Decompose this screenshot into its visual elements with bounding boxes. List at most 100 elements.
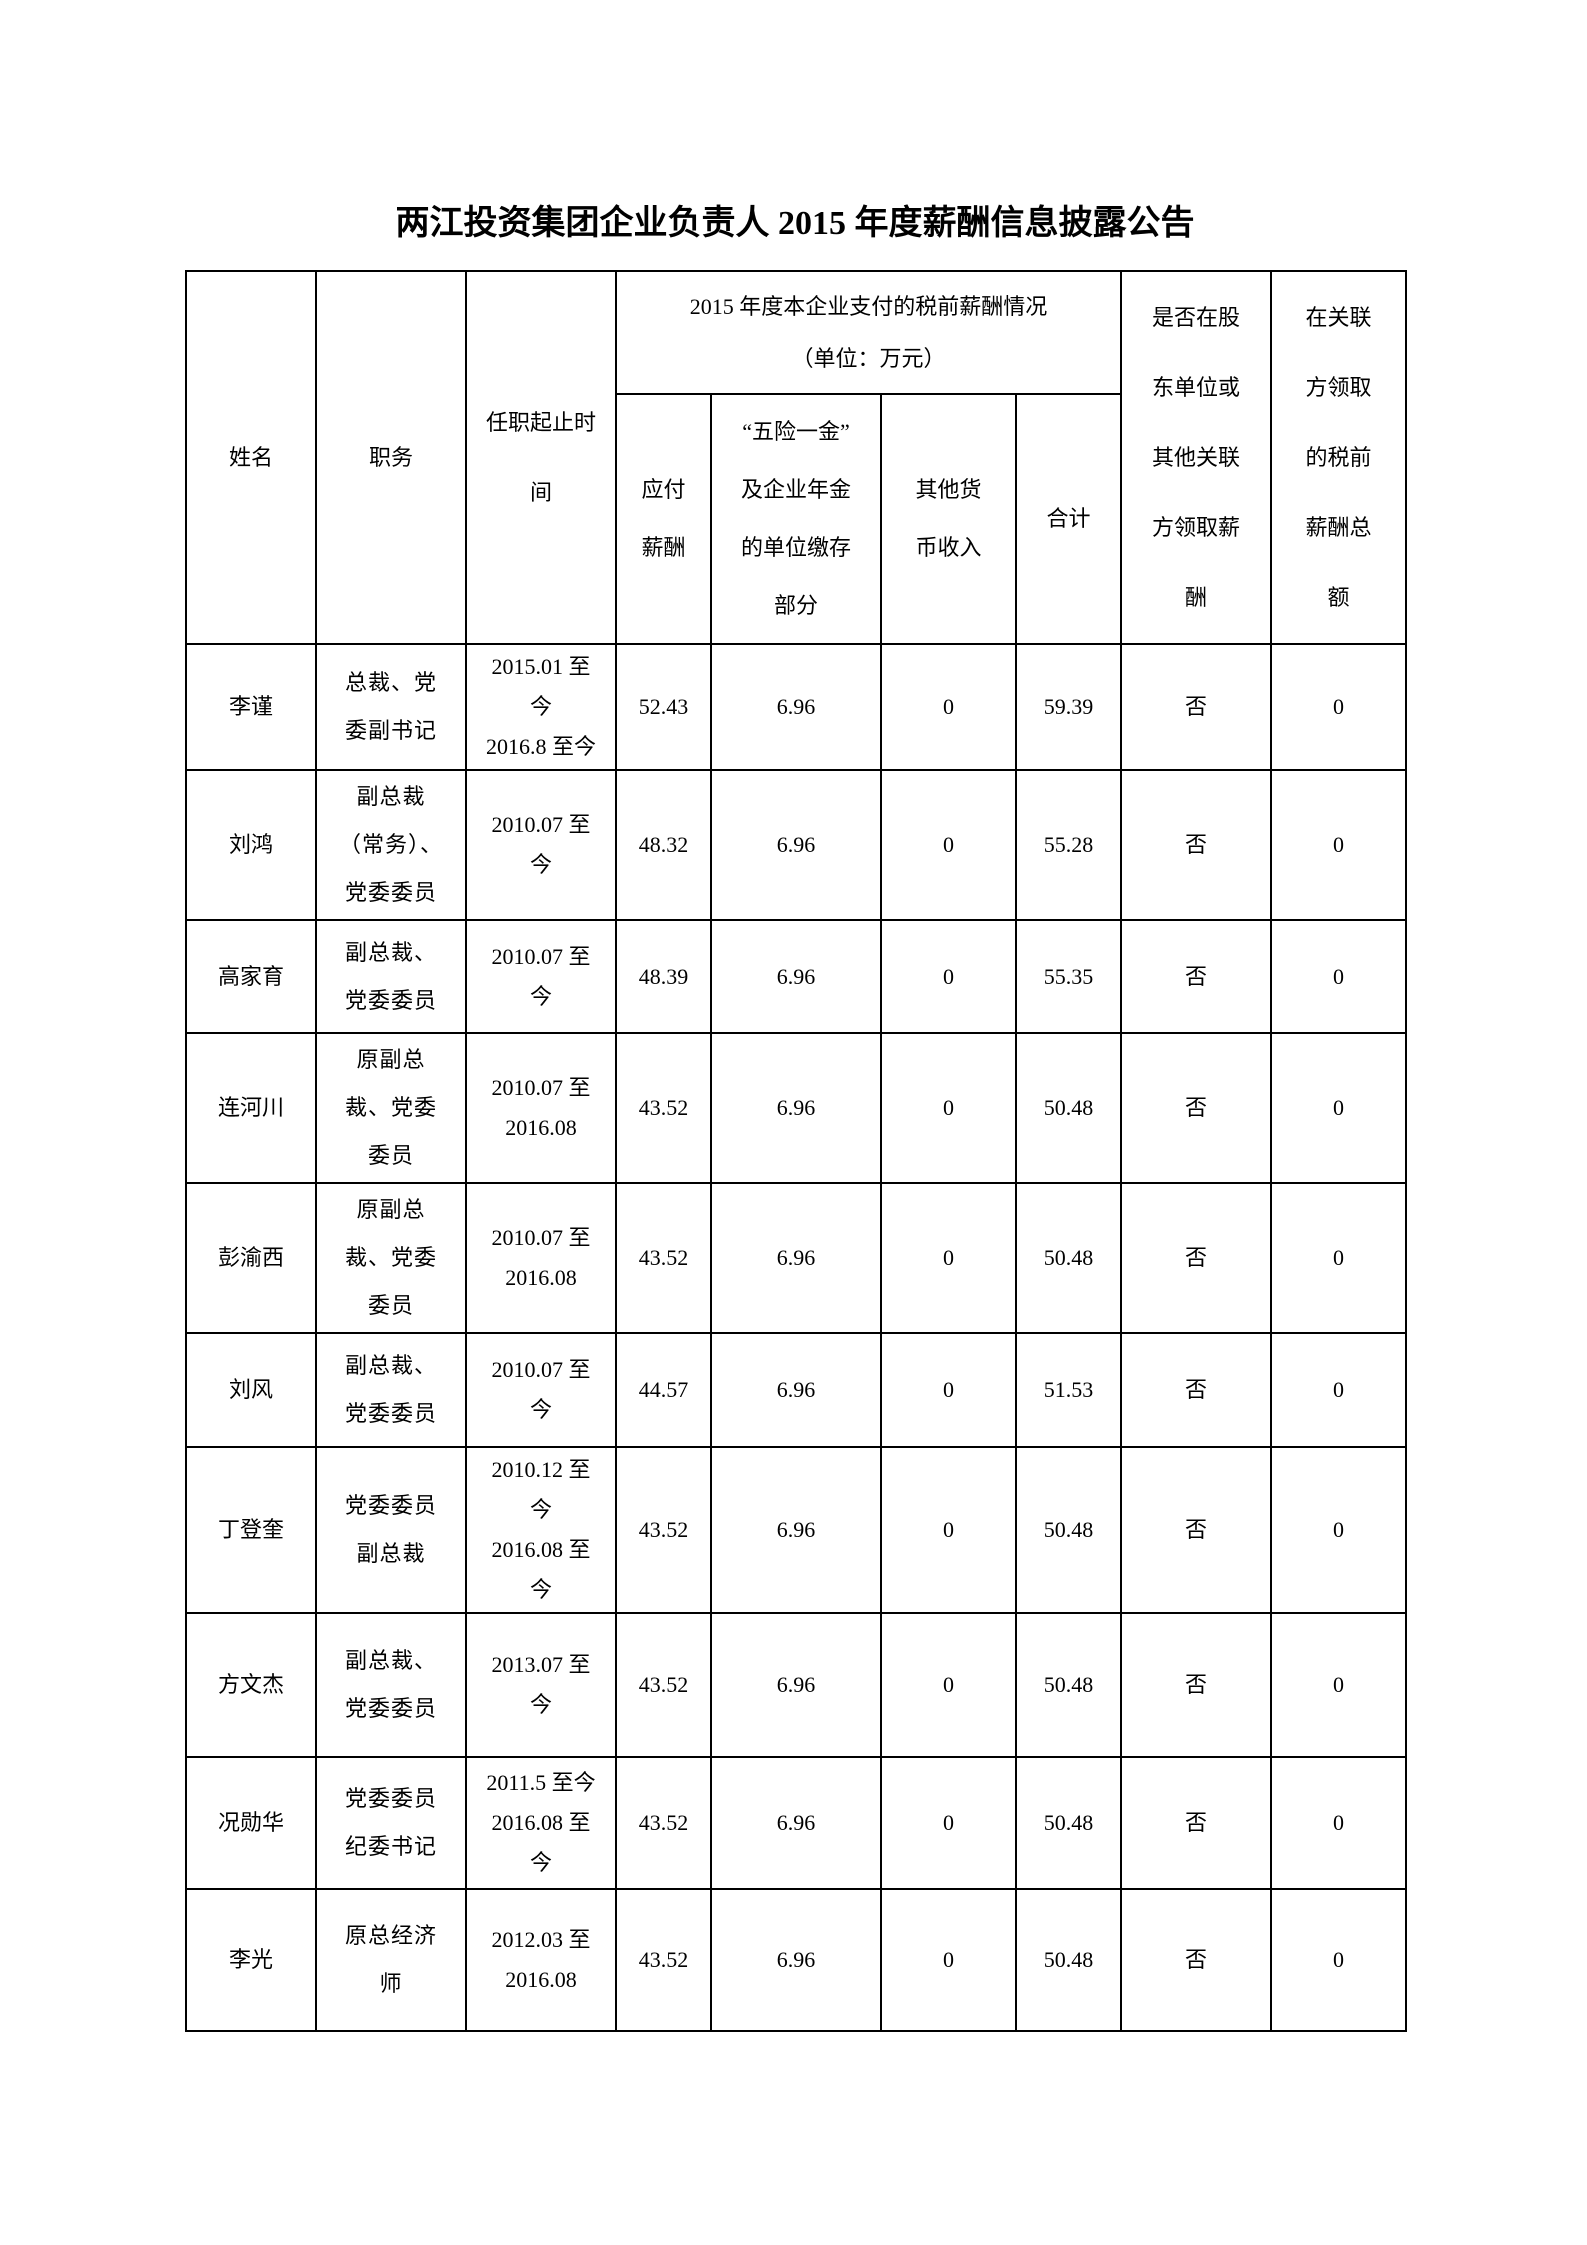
cell-other-income: 0 xyxy=(880,1446,1017,1614)
cell-term: 2010.07 至 今 xyxy=(465,1332,617,1448)
table-row: 刘鸿 副总裁 （常务）、 党委委员 2010.07 至 今 48.32 6.96… xyxy=(185,769,1408,921)
cell-related-amount: 0 xyxy=(1270,1332,1408,1448)
cell-payable: 43.52 xyxy=(615,1182,712,1334)
cell-related-amount: 0 xyxy=(1270,769,1408,921)
cell-position: 原副总 裁、党委 委员 xyxy=(315,1182,467,1334)
cell-total: 50.48 xyxy=(1014,1888,1123,2032)
cell-position: 副总裁、 党委委员 xyxy=(315,1612,467,1758)
header-position: 职务 xyxy=(315,270,467,645)
header-payable: 应付 薪酬 xyxy=(615,393,712,645)
cell-total: 55.35 xyxy=(1014,919,1123,1034)
cell-name: 况勋华 xyxy=(185,1756,317,1890)
cell-related: 否 xyxy=(1120,1446,1273,1614)
cell-related: 否 xyxy=(1120,1888,1273,2032)
cell-other-income: 0 xyxy=(880,1888,1017,2032)
cell-name: 李谨 xyxy=(185,643,317,771)
cell-related: 否 xyxy=(1120,769,1273,921)
cell-payable: 43.52 xyxy=(615,1446,712,1614)
cell-payable: 43.52 xyxy=(615,1032,712,1184)
cell-related: 否 xyxy=(1120,919,1273,1034)
table-row: 李谨 总裁、党 委副书记 2015.01 至 今 2016.8 至今 52.43… xyxy=(185,643,1408,771)
cell-total: 51.53 xyxy=(1014,1332,1123,1448)
salary-group-line2: （单位：万元） xyxy=(791,345,946,371)
header-salary-group: 2015 年度本企业支付的税前薪酬情况 （单位：万元） xyxy=(614,270,1123,395)
cell-insurance: 6.96 xyxy=(710,1182,882,1334)
cell-position: 原总经济 师 xyxy=(315,1888,467,2032)
cell-other-income: 0 xyxy=(880,643,1017,771)
cell-other-income: 0 xyxy=(880,1612,1017,1758)
cell-insurance: 6.96 xyxy=(710,769,882,921)
cell-total: 55.28 xyxy=(1014,769,1123,921)
cell-name: 连河川 xyxy=(185,1032,317,1184)
cell-name: 高家育 xyxy=(185,919,317,1034)
cell-term: 2013.07 至 今 xyxy=(465,1612,617,1758)
cell-term: 2015.01 至 今 2016.8 至今 xyxy=(465,643,617,771)
cell-position: 副总裁、 党委委员 xyxy=(315,1332,467,1448)
cell-name: 李光 xyxy=(185,1888,317,2032)
cell-related: 否 xyxy=(1120,1756,1273,1890)
header-row-sub: 应付 薪酬 “五险一金” 及企业年金 的单位缴存 部分 其他货 币收入 合计 xyxy=(186,393,1406,645)
table-row: 丁登奎 党委委员 副总裁 2010.12 至 今 2016.08 至 今 43.… xyxy=(185,1446,1408,1614)
cell-payable: 43.52 xyxy=(615,1756,712,1890)
header-other-income: 其他货 币收入 xyxy=(880,393,1017,645)
cell-related-amount: 0 xyxy=(1270,1888,1408,2032)
cell-related-amount: 0 xyxy=(1270,919,1408,1034)
header-total: 合计 xyxy=(1014,393,1123,645)
cell-payable: 48.39 xyxy=(615,919,712,1034)
cell-other-income: 0 xyxy=(880,1032,1017,1184)
table-row: 高家育 副总裁、 党委委员 2010.07 至 今 48.39 6.96 0 5… xyxy=(185,919,1408,1034)
table-row: 彭渝西 原副总 裁、党委 委员 2010.07 至 2016.08 43.52 … xyxy=(185,1182,1408,1334)
cell-related-amount: 0 xyxy=(1270,643,1408,771)
cell-position: 党委委员 纪委书记 xyxy=(315,1756,467,1890)
table-row: 连河川 原副总 裁、党委 委员 2010.07 至 2016.08 43.52 … xyxy=(185,1032,1408,1184)
cell-other-income: 0 xyxy=(880,1756,1017,1890)
cell-position: 副总裁 （常务）、 党委委员 xyxy=(315,769,467,921)
cell-payable: 52.43 xyxy=(615,643,712,771)
cell-name: 方文杰 xyxy=(185,1612,317,1758)
cell-insurance: 6.96 xyxy=(710,643,882,771)
cell-total: 50.48 xyxy=(1014,1032,1123,1184)
header-insurance-fund: “五险一金” 及企业年金 的单位缴存 部分 xyxy=(710,393,882,645)
cell-name: 刘鸿 xyxy=(185,769,317,921)
table-row: 方文杰 副总裁、 党委委员 2013.07 至 今 43.52 6.96 0 5… xyxy=(185,1612,1408,1758)
cell-payable: 48.32 xyxy=(615,769,712,921)
header-name: 姓名 xyxy=(185,270,317,645)
cell-related-amount: 0 xyxy=(1270,1612,1408,1758)
cell-other-income: 0 xyxy=(880,1332,1017,1448)
cell-insurance: 6.96 xyxy=(710,1888,882,2032)
cell-total: 50.48 xyxy=(1014,1612,1123,1758)
cell-related: 否 xyxy=(1120,1032,1273,1184)
table-row: 况勋华 党委委员 纪委书记 2011.5 至今 2016.08 至 今 43.5… xyxy=(185,1756,1408,1890)
cell-name: 刘风 xyxy=(185,1332,317,1448)
cell-term: 2010.07 至 2016.08 xyxy=(465,1032,617,1184)
cell-term: 2010.12 至 今 2016.08 至 今 xyxy=(465,1446,617,1614)
cell-insurance: 6.96 xyxy=(710,1756,882,1890)
salary-group-line1: 2015 年度本企业支付的税前薪酬情况 xyxy=(689,293,1048,319)
cell-other-income: 0 xyxy=(880,1182,1017,1334)
cell-related-amount: 0 xyxy=(1270,1446,1408,1614)
table-row: 李光 原总经济 师 2012.03 至 2016.08 43.52 6.96 0… xyxy=(185,1888,1408,2032)
cell-related: 否 xyxy=(1120,1182,1273,1334)
cell-insurance: 6.96 xyxy=(710,919,882,1034)
cell-insurance: 6.96 xyxy=(710,1446,882,1614)
header-term: 任职起止时 间 xyxy=(465,270,617,645)
cell-insurance: 6.96 xyxy=(710,1332,882,1448)
document-title: 两江投资集团企业负责人 2015 年度薪酬信息披露公告 xyxy=(395,205,1195,242)
table-row: 刘风 副总裁、 党委委员 2010.07 至 今 44.57 6.96 0 51… xyxy=(185,1332,1408,1448)
header-related-party-salary: 是否在股 东单位或 其他关联 方领取薪 酬 xyxy=(1120,270,1273,645)
cell-payable: 43.52 xyxy=(615,1888,712,2032)
cell-total: 50.48 xyxy=(1014,1182,1123,1334)
cell-payable: 43.52 xyxy=(615,1612,712,1758)
cell-related-amount: 0 xyxy=(1270,1182,1408,1334)
cell-total: 59.39 xyxy=(1014,643,1123,771)
cell-position: 党委委员 副总裁 xyxy=(315,1446,467,1614)
cell-term: 2010.07 至 2016.08 xyxy=(465,1182,617,1334)
cell-total: 50.48 xyxy=(1014,1756,1123,1890)
cell-term: 2011.5 至今 2016.08 至 今 xyxy=(465,1756,617,1890)
salary-table: 姓名 职务 任职起止时 间 2015 年度本企业支付的税前薪酬情况 （单位：万元）… xyxy=(185,270,1408,2032)
cell-payable: 44.57 xyxy=(615,1332,712,1448)
cell-term: 2010.07 至 今 xyxy=(465,919,617,1034)
cell-related: 否 xyxy=(1120,1612,1273,1758)
header-row-top: 姓名 职务 任职起止时 间 2015 年度本企业支付的税前薪酬情况 （单位：万元）… xyxy=(185,270,1408,645)
